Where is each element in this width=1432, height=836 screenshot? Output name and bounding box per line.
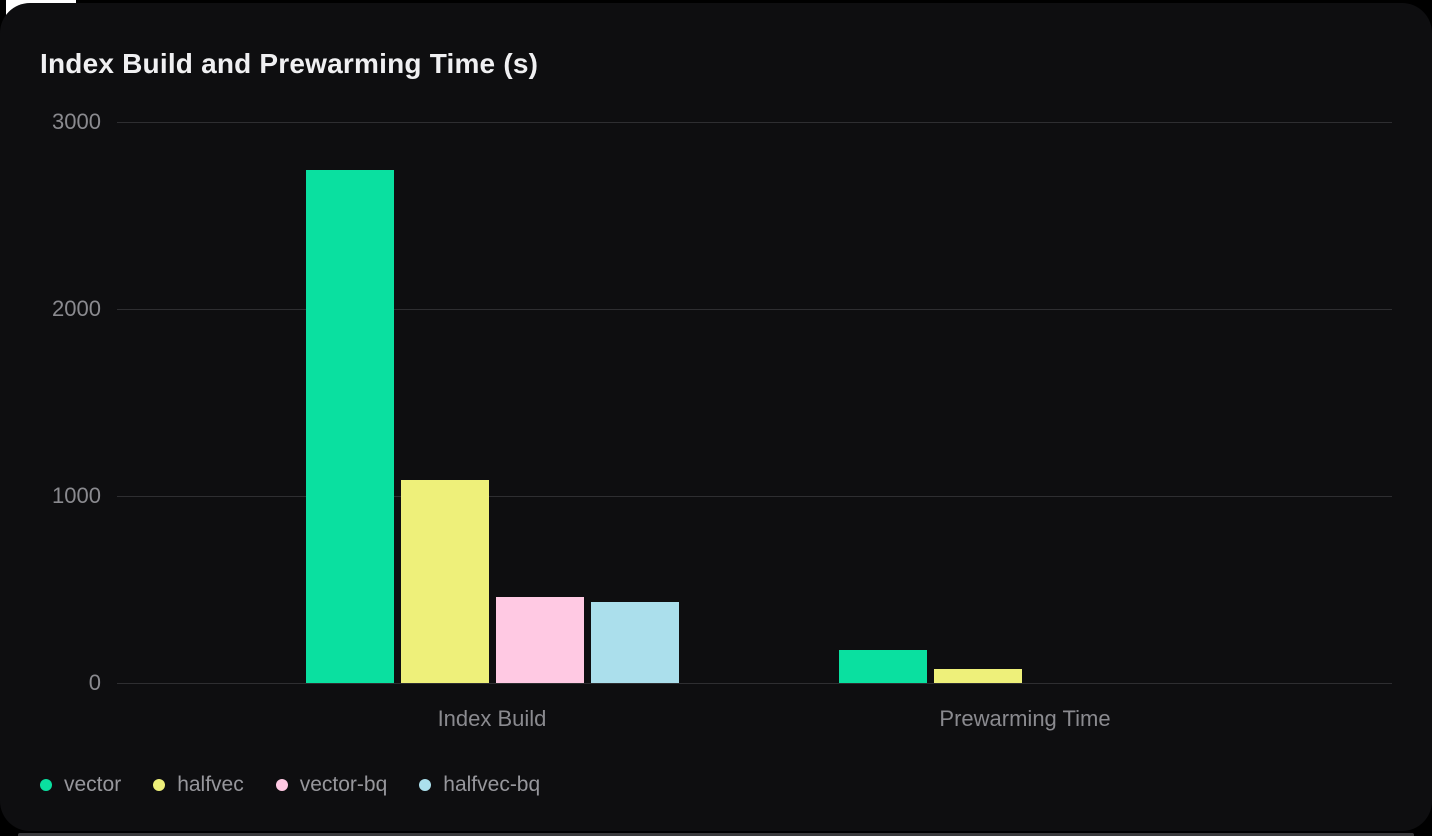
y-axis-tick-label-3000: 3000 bbox=[52, 109, 101, 134]
legend-label-halfvec: halfvec bbox=[177, 773, 244, 796]
legend-dot-icon-vector bbox=[40, 779, 52, 791]
bar-vector-bq-index-build bbox=[495, 596, 584, 683]
bottom-page-edge bbox=[18, 833, 1414, 836]
legend-item-vector[interactable]: vector bbox=[40, 773, 121, 797]
legend-item-vector-bq[interactable]: vector-bq bbox=[275, 773, 388, 797]
y-axis-tick-label-1000: 1000 bbox=[52, 483, 101, 508]
legend-label-vector: vector bbox=[64, 773, 122, 796]
legend-dot-icon-vector-bq bbox=[275, 779, 288, 791]
bar-vector-index-build bbox=[305, 169, 394, 683]
bar-group-index-build bbox=[305, 169, 679, 683]
legend-label-vector-bq: vector-bq bbox=[299, 773, 388, 796]
y-axis-tick-label-0: 0 bbox=[88, 670, 101, 695]
bar-group-prewarming-time bbox=[838, 650, 1212, 683]
legend-item-halfvec[interactable]: halfvec bbox=[153, 773, 244, 797]
gridline-2000 bbox=[117, 309, 1392, 310]
x-axis-label-index-build: Index Build bbox=[437, 706, 547, 731]
bar-halfvec-bq-index-build bbox=[590, 601, 679, 683]
plot-area: Index Build Prewarming Time bbox=[117, 122, 1392, 731]
legend-item-halfvec-bq[interactable]: halfvec-bq bbox=[419, 773, 540, 797]
legend-dot-icon-halfvec bbox=[153, 779, 166, 791]
legend-dot-icon-halfvec-bq bbox=[419, 779, 432, 791]
chart-title: Index Build and Prewarming Time (s) bbox=[40, 48, 539, 79]
gridline-3000 bbox=[117, 122, 1392, 123]
legend-label-halfvec-bq: halfvec-bq bbox=[443, 773, 541, 796]
y-axis-tick-label-2000: 2000 bbox=[52, 296, 101, 321]
chart-card: Index Build and Prewarming Time (s) Inde… bbox=[0, 3, 1432, 831]
bar-halfvec-index-build bbox=[400, 480, 489, 683]
legend: vector halfvec vector-bq halfvec-bq bbox=[40, 773, 540, 797]
x-axis-label-prewarming-time: Prewarming Time bbox=[939, 706, 1111, 731]
gridline-1000 bbox=[117, 496, 1392, 497]
bar-halfvec-prewarming-time bbox=[933, 668, 1022, 683]
gridline-0 bbox=[117, 683, 1392, 684]
bar-vector-prewarming-time bbox=[838, 650, 927, 683]
